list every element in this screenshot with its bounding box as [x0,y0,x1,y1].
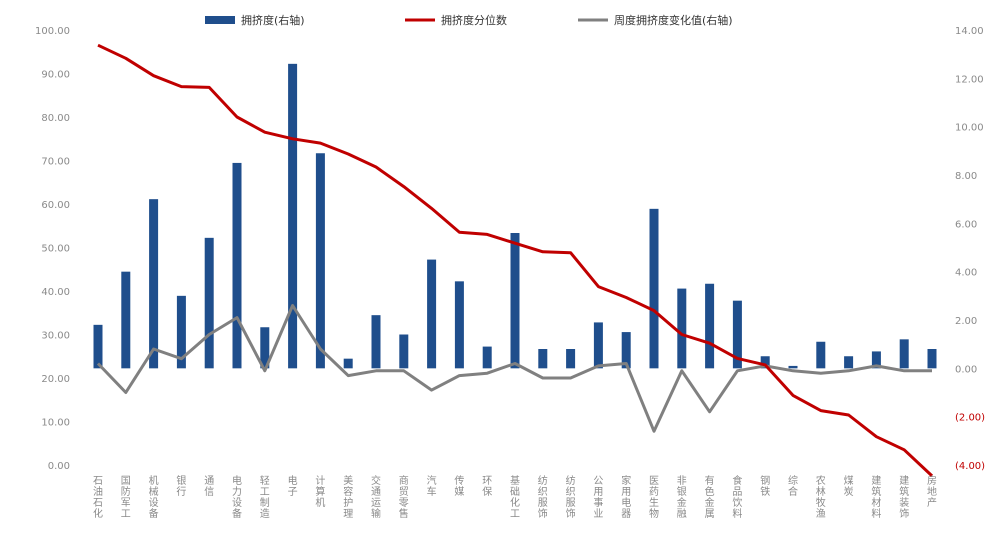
bar [510,233,520,369]
bar [844,356,854,369]
x-axis-category-label: 交通运输 [371,474,381,520]
weekly-change-series [96,304,932,433]
x-axis-category-label: 银行 [176,474,186,498]
right-axis-tick-label: 0.00 [955,364,977,375]
x-axis-category-label: 机械设备 [149,474,159,520]
x-axis-category-label: 传媒 [454,475,464,498]
bar [93,324,103,369]
bar [538,349,548,369]
left-axis-tick-label: 20.00 [41,374,70,385]
right-axis-tick-label: 4.00 [955,268,977,279]
bar [204,237,214,369]
x-axis-category-label: 建筑装饰 [899,474,909,520]
legend-label: 拥挤度分位数 [441,13,507,27]
left-axis-tick-label: 0.00 [48,461,70,472]
right-axis-tick-label: 2.00 [955,316,977,327]
bar [121,271,131,369]
x-axis-category-label: 钢铁 [760,474,770,498]
x-axis-category-label: 公用事业 [593,476,603,520]
x-axis-category-label: 商贸零售 [399,474,409,520]
x-axis-category-label: 纺织服饰 [566,474,576,520]
bar [260,327,270,369]
x-axis-category-label: 综合 [788,474,798,498]
bar [399,334,409,369]
x-axis-category-label: 通信 [204,475,214,498]
right-axis-tick-label: 8.00 [955,171,977,182]
x-axis-category-label: 电子 [288,474,298,498]
legend-swatch [205,16,235,24]
right-axis-tick-label: 6.00 [955,219,977,230]
legend-label: 拥挤度(右轴) [241,13,305,27]
left-axis-tick-label: 90.00 [41,70,70,81]
right-axis-tick-label: 14.00 [955,26,984,37]
legend-label: 周度拥挤度变化值(右轴) [614,13,733,27]
left-axis-tick-label: 60.00 [41,200,70,211]
bar [288,63,298,369]
right-axis-tick-label: (4.00) [955,461,985,472]
bar [871,351,881,369]
bar [927,349,937,369]
bar [593,322,603,369]
x-axis-category-label: 有色金属 [705,474,715,520]
bar [788,365,798,369]
x-axis-category-label: 汽车 [427,474,437,498]
x-axis-category-label: 计算机 [315,474,325,509]
bar [149,199,159,369]
bar [649,208,659,369]
bar [176,295,186,369]
legend: 拥挤度(右轴) 拥挤度分位数 周度拥挤度变化值(右轴) [205,13,733,27]
bar [621,332,631,369]
x-axis-category-label: 石油石化 [93,476,103,520]
x-axis-category-label: 电力设备 [232,474,242,520]
x-axis-category-label: 基础化工 [510,474,520,520]
right-axis-tick-label: 12.00 [955,74,984,85]
right-axis: (4.00) (2.00) 0.00 2.00 4.00 6.00 8.00 10.00 12.… [955,26,985,472]
bar [732,300,742,369]
x-axis-category-label: 国防军工 [121,475,131,520]
left-axis-tick-label: 10.00 [41,418,70,429]
left-axis-tick-label: 30.00 [41,331,70,342]
right-axis-tick-label: (2.00) [955,413,985,424]
left-axis-tick-label: 70.00 [41,157,70,168]
bar [371,315,381,369]
left-axis-tick-label: 50.00 [41,244,70,255]
x-axis-category-label: 环保 [482,476,492,498]
left-axis-tick-label: 100.00 [35,26,70,37]
percentile-line [97,43,934,477]
bar [454,281,464,369]
bar [899,339,909,369]
bar [482,346,492,369]
bar [705,283,715,369]
bar [232,162,242,369]
bar [816,341,826,369]
x-axis-category-label: 美容护理 [343,474,353,520]
left-axis-tick-label: 80.00 [41,113,70,124]
bar [760,356,770,369]
weekly-change-line [96,304,932,433]
left-axis-tick-label: 40.00 [41,287,70,298]
bar-series [93,63,937,369]
bar [315,153,325,369]
x-axis-category-label: 建筑材料 [871,474,881,520]
bar [343,358,353,369]
x-axis-category-label: 非银金融 [677,475,687,520]
x-axis-category-label: 家用电器 [621,474,631,520]
bar [427,259,437,369]
left-axis: 0.00 10.00 20.00 30.00 40.00 50.00 60.00 70.00 8… [35,26,70,472]
x-axis-category-label: 食品饮料 [732,474,742,520]
x-axis-category-label: 医药生物 [649,475,659,520]
bar [677,288,687,369]
right-axis-tick-label: 10.00 [955,123,984,134]
x-axis-category-label: 煤炭 [844,474,854,498]
x-axis-category-label: 轻工制造 [260,474,270,520]
x-axis-category-label: 农林牧渔 [816,474,826,520]
percentile-series [97,43,934,477]
x-axis-category-label: 纺织服饰 [538,474,548,520]
x-axis-category-label: 房地产 [927,474,937,509]
bar [566,349,576,369]
